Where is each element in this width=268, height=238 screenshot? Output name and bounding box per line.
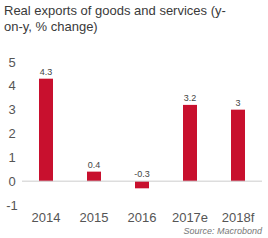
data-label: 3 — [235, 98, 240, 108]
y-tick-label: 3 — [8, 102, 15, 117]
baseline — [22, 181, 262, 182]
y-tick-label: 5 — [8, 55, 15, 70]
source-note: Source: Macrobond — [183, 226, 263, 236]
bar — [87, 172, 101, 182]
bars — [39, 79, 245, 189]
x-tick-label: 2018f — [222, 210, 255, 225]
x-tick-label: 2014 — [32, 210, 61, 225]
x-tick-label: 2016 — [128, 210, 157, 225]
y-tick-label: 1 — [8, 150, 15, 165]
bar — [231, 110, 245, 181]
bar — [135, 181, 149, 188]
data-label: -0.3 — [134, 169, 150, 179]
data-label: 3.2 — [184, 93, 197, 103]
x-tick-label: 2017e — [172, 210, 208, 225]
x-tick-label: 2015 — [80, 210, 109, 225]
chart-title: Real exports of goods and services (y-on… — [4, 3, 244, 35]
data-label: 4.3 — [40, 67, 53, 77]
bar — [39, 79, 53, 181]
y-tick-label: 2 — [8, 126, 15, 141]
bar — [183, 105, 197, 181]
chart-svg: -1 0 1 2 3 4 5 4.3 0.4 -0.3 3.2 3 2014 2015 2016 2017e 2… — [0, 0, 268, 238]
data-label: 0.4 — [88, 160, 101, 170]
y-tick-label: 0 — [8, 174, 15, 189]
y-tick-label: 4 — [8, 78, 15, 93]
y-tick-label: -1 — [6, 198, 18, 213]
